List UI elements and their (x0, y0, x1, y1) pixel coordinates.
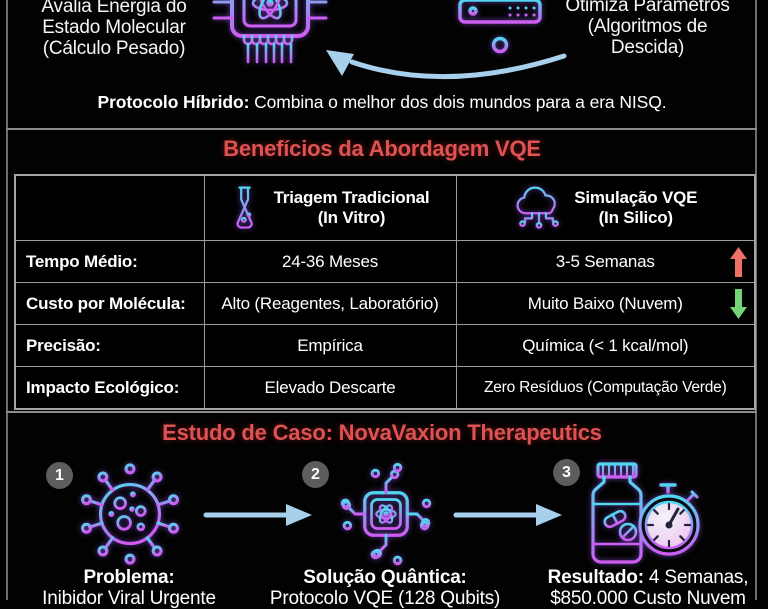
step-label-problem: Problema: Inibidor Viral Urgente (9, 567, 249, 609)
traditional-value: Elevado Descarte (203, 366, 457, 410)
header-line: Simulação VQE (574, 188, 698, 207)
flow-arrow-icon (203, 504, 312, 526)
traditional-value: Alto (Reagentes, Laboratório) (203, 282, 457, 325)
table-row: Precisão: Empírica Química (< 1 kcal/mol… (14, 324, 756, 367)
section-divider-1 (6, 128, 757, 130)
caption-line: Avalia Energia do (41, 0, 187, 17)
protocol-note: Protocolo Híbrido: Combina o melhor dos … (8, 92, 756, 113)
step-title: Problema: (83, 567, 175, 588)
header-line: Triagem Tradicional (273, 188, 430, 207)
step-label-solution: Solução Quântica: Protocolo VQE (128 Qub… (260, 567, 510, 609)
classical-server-icon (452, 0, 548, 54)
classical-step-caption: Otimiza Parâmetros (Algoritmos de Descid… (555, 0, 740, 58)
caption-line: Descida) (610, 37, 685, 58)
table-row: Tempo Médio: 24-36 Meses 3-5 Semanas (14, 240, 756, 283)
trend-up-icon (730, 246, 747, 277)
quantum-chip-circuit-icon (340, 462, 432, 566)
cloud-computing-icon (516, 186, 560, 229)
step-subtitle: Inibidor Viral Urgente (42, 588, 216, 609)
table-header-row: Triagem Tradicional (In Vitro) (14, 174, 756, 241)
outer-border-right (755, 0, 757, 600)
benefits-title: Benefícios da Abordagem VQE (223, 136, 541, 161)
traditional-value: 24-36 Meses (203, 240, 457, 283)
curved-feedback-arrow (326, 50, 567, 80)
step-subtitle: $850.000 Custo Nuvem (550, 588, 746, 609)
pill-bottle-stopwatch-icon (591, 462, 700, 564)
vqe-value-text: 3-5 Semanas (555, 251, 655, 271)
row-label: Custo por Molécula: (14, 282, 205, 325)
row-label: Tempo Médio: (14, 240, 205, 283)
case-study-title: Estudo de Caso: NovaVaxion Therapeutics (162, 420, 602, 445)
vqe-value: 3-5 Semanas (455, 240, 756, 283)
traditional-header-text: Triagem Tradicional (In Vitro) (274, 188, 430, 228)
caption-line: Estado Molecular (42, 17, 186, 38)
table-row: Impacto Ecológico: Elevado Descarte Zero… (14, 366, 756, 410)
table-row: Custo por Molécula: Alto (Reagentes, Lab… (14, 282, 756, 325)
outer-border-left (6, 0, 8, 600)
header-line: (In Silico) (598, 208, 674, 227)
section-divider-2 (6, 411, 757, 413)
step-number-badge: 1 (46, 462, 73, 489)
row-label: Precisão: (14, 324, 205, 367)
vqe-value: Muito Baixo (Nuvem) (455, 282, 756, 325)
flow-arrow-icon (453, 504, 562, 526)
step-subtitle: Protocolo VQE (128 Qubits) (269, 588, 501, 609)
protocol-note-label: Protocolo Híbrido: (97, 92, 250, 112)
vqe-value-text: Muito Baixo (Nuvem) (527, 293, 683, 313)
flask-icon (236, 186, 253, 229)
step-title-rest: 4 Semanas, (643, 567, 749, 588)
step-title: Resultado: (547, 567, 644, 588)
trend-down-icon (730, 288, 747, 319)
caption-line: (Algoritmos de (587, 16, 708, 37)
vqe-header-cell: Simulação VQE (In Silico) (455, 174, 756, 241)
virus-icon (81, 463, 179, 565)
traditional-value: Empírica (203, 324, 457, 367)
row-label: Impacto Ecológico: (14, 366, 205, 410)
step-title: Solução Quântica: (303, 567, 467, 588)
caption-line: Otimiza Parâmetros (565, 0, 730, 16)
step-number-badge: 3 (553, 459, 580, 486)
traditional-header-cell: Triagem Tradicional (In Vitro) (203, 174, 457, 241)
protocol-note-text: Combina o melhor dos dois mundos para a … (249, 92, 667, 112)
header-line: (In Vitro) (317, 208, 386, 227)
vqe-value: Zero Resíduos (Computação Verde) (455, 366, 756, 410)
vqe-value: Química (< 1 kcal/mol) (455, 324, 756, 367)
caption-line: (Cálculo Pesado) (42, 38, 186, 59)
step-number-badge: 2 (302, 461, 329, 488)
benefits-table: Triagem Tradicional (In Vitro) (14, 174, 756, 410)
quantum-step-caption: Avalia Energia do Estado Molecular (Cálc… (24, 0, 204, 59)
empty-header-cell (14, 174, 205, 241)
step-label-result: Resultado: 4 Semanas, $850.000 Custo Nuv… (523, 567, 768, 609)
quantum-processor-icon (212, 0, 328, 64)
vqe-header-text: Simulação VQE (In Silico) (574, 188, 697, 228)
